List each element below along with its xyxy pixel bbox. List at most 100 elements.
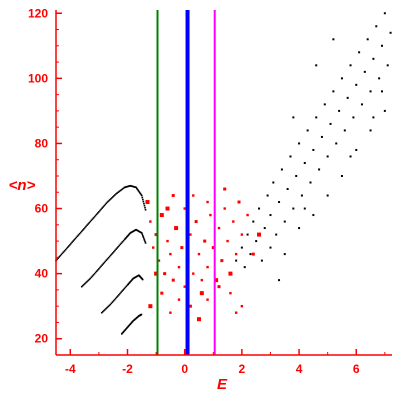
curve-point xyxy=(124,237,127,240)
data-point-red xyxy=(177,298,181,301)
curve-point xyxy=(112,300,115,302)
curve-point xyxy=(95,213,98,216)
curve-point xyxy=(120,291,122,294)
chart-red-points xyxy=(145,187,262,322)
curve-point xyxy=(120,189,123,191)
curve-point xyxy=(102,206,104,208)
curve-point xyxy=(141,278,144,281)
curve-point xyxy=(88,221,91,224)
curve-point xyxy=(91,218,94,220)
data-point-black xyxy=(306,129,309,132)
chart-vertical-lines xyxy=(156,10,216,355)
curve-point xyxy=(128,233,130,236)
curve-point xyxy=(64,248,67,251)
curve-point xyxy=(137,189,140,192)
curve-point xyxy=(107,305,109,308)
curve-point xyxy=(92,217,95,219)
data-point-black xyxy=(255,240,258,243)
curve-point xyxy=(77,234,80,236)
curve-point xyxy=(122,187,125,189)
data-point-black xyxy=(340,77,343,80)
curve-point xyxy=(70,242,72,245)
curve-point xyxy=(143,202,145,205)
data-point-black xyxy=(332,38,335,41)
curve-point xyxy=(109,303,112,306)
curve-point xyxy=(113,298,116,301)
data-point-black xyxy=(303,207,306,210)
curve-point xyxy=(116,192,118,194)
data-point-red xyxy=(196,317,201,322)
data-point-black xyxy=(315,116,318,119)
data-point-red xyxy=(157,259,161,262)
data-point-black xyxy=(343,129,346,132)
y-axis-label: <n> xyxy=(9,177,36,194)
curve-point xyxy=(106,306,108,309)
data-point-black xyxy=(258,207,261,210)
data-point-black xyxy=(283,253,286,256)
data-point-red xyxy=(228,271,233,276)
curve-point xyxy=(142,200,145,203)
x-tick-label: 0 xyxy=(181,362,188,376)
data-point-red xyxy=(240,304,244,308)
data-point-red xyxy=(154,233,158,237)
curve-point xyxy=(144,208,147,211)
data-point-red xyxy=(217,285,221,289)
curve-point xyxy=(61,252,64,255)
curve-point xyxy=(84,226,86,229)
curve-point xyxy=(142,236,145,239)
curve-point xyxy=(140,193,142,196)
data-point-black xyxy=(252,220,255,223)
curve-point xyxy=(127,234,130,237)
data-point-black xyxy=(380,90,383,93)
data-point-red xyxy=(246,213,249,217)
curve-point xyxy=(122,289,124,291)
data-point-black xyxy=(295,174,298,177)
curve-point xyxy=(143,239,146,241)
data-point-red xyxy=(257,232,262,237)
data-point-red xyxy=(232,220,235,223)
data-point-black xyxy=(386,64,389,67)
curve-point xyxy=(110,253,113,255)
curve-point xyxy=(140,313,143,316)
curve-point xyxy=(103,204,106,207)
data-point-black xyxy=(298,227,301,230)
curve-point xyxy=(100,311,103,314)
data-point-black xyxy=(312,148,315,151)
curve-point xyxy=(104,260,107,263)
curve-point xyxy=(128,324,130,327)
data-point-red xyxy=(152,246,155,249)
curve-point xyxy=(125,285,128,288)
data-point-black xyxy=(375,25,378,28)
data-point-red xyxy=(169,252,172,256)
y-tick-label: 60 xyxy=(35,202,49,216)
curve-point xyxy=(112,252,114,254)
curve-point xyxy=(124,286,127,289)
curve-point xyxy=(138,190,140,193)
curve-point xyxy=(130,279,133,281)
curve-point xyxy=(135,186,137,189)
x-tick-label: -4 xyxy=(65,362,76,376)
curve-point xyxy=(105,202,108,205)
curve-point xyxy=(78,232,81,235)
data-point-red xyxy=(183,285,186,288)
curve-point xyxy=(144,206,146,209)
data-point-black xyxy=(235,259,238,262)
curve-point xyxy=(123,329,126,332)
curve-point xyxy=(120,242,123,244)
curve-point xyxy=(130,280,132,282)
curve-point xyxy=(85,225,87,228)
curve-point xyxy=(69,243,71,246)
chart-axes: 20 40 60 80 100 120 -4 -2 0 2 4 6 xyxy=(28,6,392,376)
curve-point xyxy=(106,201,109,203)
curve-point xyxy=(68,245,70,247)
curve-point xyxy=(143,204,146,207)
data-point-red xyxy=(214,278,219,283)
curve-point xyxy=(84,282,86,285)
data-point-red xyxy=(206,200,209,204)
curve-point xyxy=(104,308,106,311)
curve-point xyxy=(89,220,92,223)
x-tick-label: 6 xyxy=(353,362,360,376)
curve-point xyxy=(105,259,108,262)
curve-point xyxy=(128,281,131,284)
curve-point xyxy=(126,284,129,286)
